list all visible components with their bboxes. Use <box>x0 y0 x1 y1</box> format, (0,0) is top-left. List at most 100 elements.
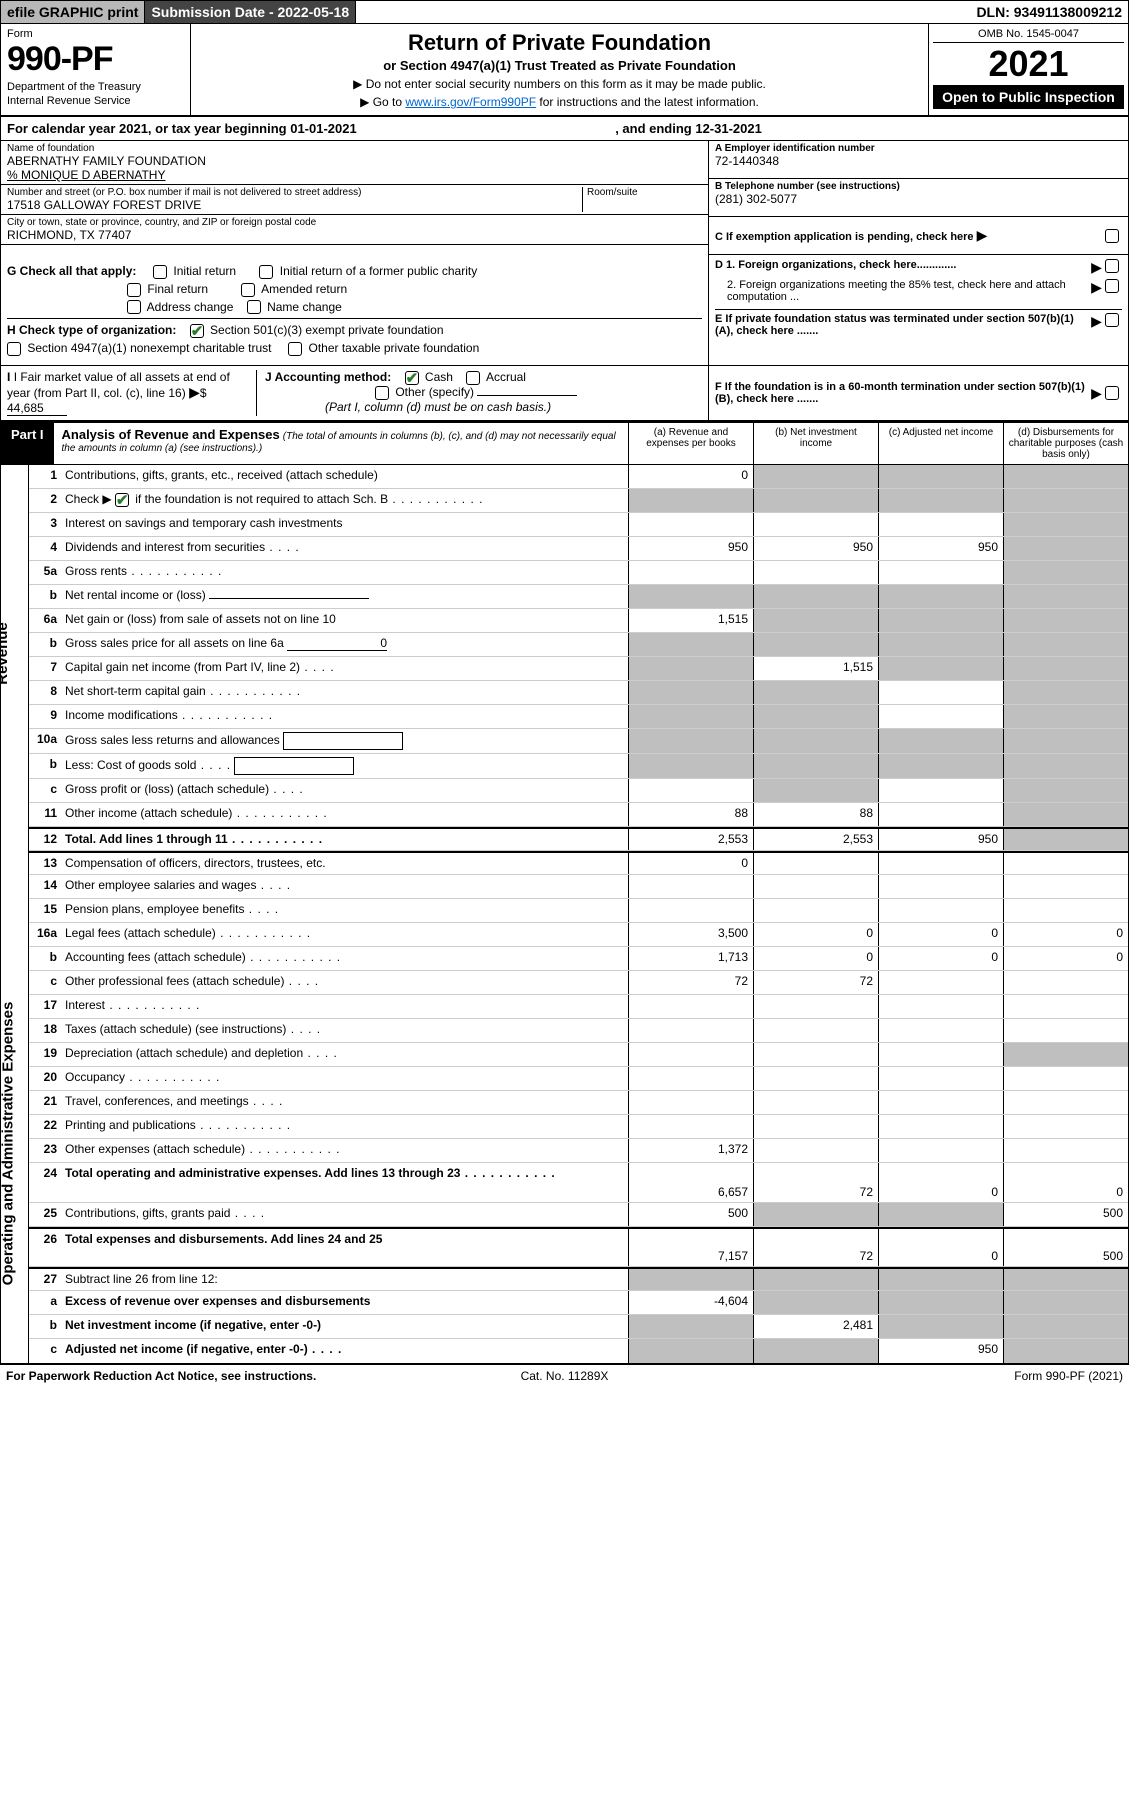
g-initial-checkbox[interactable] <box>153 265 167 279</box>
row-15: 15Pension plans, employee benefits <box>29 899 1128 923</box>
row-13: 13Compensation of officers, directors, t… <box>29 851 1128 875</box>
return-title: Return of Private Foundation <box>197 30 922 56</box>
row-desc: Check ▶ if the foundation is not require… <box>61 489 628 512</box>
address-label: Number and street (or P.O. box number if… <box>7 187 582 198</box>
return-subtitle: or Section 4947(a)(1) Trust Treated as P… <box>197 58 922 73</box>
col-a-header: (a) Revenue and expenses per books <box>628 423 753 464</box>
row-desc: Contributions, gifts, grants, etc., rece… <box>61 465 628 488</box>
part1-title: Analysis of Revenue and Expenses <box>62 427 280 442</box>
row-10a: 10aGross sales less returns and allowanc… <box>29 729 1128 754</box>
section-i-j-f: I I Fair market value of all assets at e… <box>0 366 1129 421</box>
j-accrual-checkbox[interactable] <box>466 371 480 385</box>
calendar-year-row: For calendar year 2021, or tax year begi… <box>0 117 1129 141</box>
omb-number: OMB No. 1545-0047 <box>933 28 1124 43</box>
form-number: 990-PF <box>7 40 184 79</box>
form-label: Form <box>7 28 184 40</box>
d1-checkbox[interactable] <box>1105 259 1119 273</box>
j-accrual-label: Accrual <box>486 370 526 384</box>
col-c-header: (c) Adjusted net income <box>878 423 1003 464</box>
goto-note: ▶ Go to www.irs.gov/Form990PF for instru… <box>197 95 922 109</box>
g-label: G Check all that apply: <box>7 264 136 278</box>
row-4: 4Dividends and interest from securities … <box>29 537 1128 561</box>
row-27c: cAdjusted net income (if negative, enter… <box>29 1339 1128 1363</box>
h-label: H Check type of organization: <box>7 323 176 337</box>
row-1: 1 Contributions, gifts, grants, etc., re… <box>29 465 1128 489</box>
row-26: 26Total expenses and disbursements. Add … <box>29 1227 1128 1267</box>
phone-label: B Telephone number (see instructions) <box>715 181 1122 192</box>
goto-suffix: for instructions and the latest informat… <box>536 95 759 109</box>
revenue-side-label: Revenue <box>0 622 11 685</box>
c-exemption-label: C If exemption application is pending, c… <box>715 227 1105 244</box>
cell-a: 0 <box>628 465 753 488</box>
col-d-header: (d) Disbursements for charitable purpose… <box>1003 423 1128 464</box>
open-to-public: Open to Public Inspection <box>933 85 1124 109</box>
row-18: 18Taxes (attach schedule) (see instructi… <box>29 1019 1128 1043</box>
year-end: , and ending 12-31-2021 <box>615 121 1122 136</box>
j-cash-checkbox[interactable] <box>405 371 419 385</box>
part1-header: Part I Analysis of Revenue and Expenses … <box>0 421 1129 465</box>
f-label: F If the foundation is in a 60-month ter… <box>715 381 1085 405</box>
row-27b: bNet investment income (if negative, ent… <box>29 1315 1128 1339</box>
efile-label: efile GRAPHIC print <box>1 1 145 23</box>
city-label: City or town, state or province, country… <box>7 217 702 228</box>
form-header: Form 990-PF Department of the Treasury I… <box>0 24 1129 117</box>
tax-year: 2021 <box>933 43 1124 85</box>
schb-checkbox[interactable] <box>115 493 129 507</box>
g-final-checkbox[interactable] <box>127 283 141 297</box>
ein-label: A Employer identification number <box>715 143 1122 154</box>
d1-label: D 1. Foreign organizations, check here..… <box>715 259 956 271</box>
g-address-label: Address change <box>147 300 234 314</box>
g-address-checkbox[interactable] <box>127 300 141 314</box>
i-value: 44,685 <box>7 401 67 416</box>
row-5b: bNet rental income or (loss) <box>29 585 1128 609</box>
ssn-warning: ▶ Do not enter social security numbers o… <box>197 77 922 91</box>
name-label: Name of foundation <box>7 143 702 154</box>
year-begin: For calendar year 2021, or tax year begi… <box>7 121 615 136</box>
row-16b: bAccounting fees (attach schedule) 1,713… <box>29 947 1128 971</box>
row-num: 1 <box>29 465 61 488</box>
row-11: 11Other income (attach schedule) 8888 <box>29 803 1128 827</box>
phone-value: (281) 302-5077 <box>715 192 1122 206</box>
row-10b: bLess: Cost of goods sold <box>29 754 1128 779</box>
page-footer: For Paperwork Reduction Act Notice, see … <box>0 1364 1129 1387</box>
row-5a: 5aGross rents <box>29 561 1128 585</box>
row-23: 23Other expenses (attach schedule) 1,372 <box>29 1139 1128 1163</box>
row-24: 24Total operating and administrative exp… <box>29 1163 1128 1203</box>
j-other-checkbox[interactable] <box>375 386 389 400</box>
d2-checkbox[interactable] <box>1105 279 1119 293</box>
h-4947-checkbox[interactable] <box>7 342 21 356</box>
part1-table: Revenue Operating and Administrative Exp… <box>0 465 1129 1364</box>
row-8: 8Net short-term capital gain <box>29 681 1128 705</box>
cell-d <box>1003 465 1128 488</box>
row-3: 3Interest on savings and temporary cash … <box>29 513 1128 537</box>
c-checkbox[interactable] <box>1105 229 1119 243</box>
part1-tab: Part I <box>1 423 54 464</box>
col-b-header: (b) Net investment income <box>753 423 878 464</box>
row-19: 19Depreciation (attach schedule) and dep… <box>29 1043 1128 1067</box>
row-27: 27Subtract line 26 from line 12: <box>29 1267 1128 1291</box>
h-501c3-checkbox[interactable] <box>190 324 204 338</box>
top-bar: efile GRAPHIC print Submission Date - 20… <box>0 0 1129 24</box>
form-footer: Form 990-PF (2021) <box>751 1369 1123 1383</box>
city-state-zip: RICHMOND, TX 77407 <box>7 228 702 242</box>
foundation-name: ABERNATHY FAMILY FOUNDATION <box>7 154 702 168</box>
h-4947-label: Section 4947(a)(1) nonexempt charitable … <box>27 341 271 355</box>
e-label: E If private foundation status was termi… <box>715 313 1074 337</box>
e-checkbox[interactable] <box>1105 313 1119 327</box>
submission-date: Submission Date - 2022-05-18 <box>145 1 356 23</box>
f-checkbox[interactable] <box>1105 386 1119 400</box>
row-25: 25Contributions, gifts, grants paid 5005… <box>29 1203 1128 1227</box>
g-amended-checkbox[interactable] <box>241 283 255 297</box>
h-501c3-label: Section 501(c)(3) exempt private foundat… <box>210 323 443 337</box>
g-initial-former-checkbox[interactable] <box>259 265 273 279</box>
form990pf-link[interactable]: www.irs.gov/Form990PF <box>405 95 536 109</box>
row-6b: bGross sales price for all assets on lin… <box>29 633 1128 657</box>
cell-b <box>753 465 878 488</box>
h-other-tax-checkbox[interactable] <box>288 342 302 356</box>
irs-label: Internal Revenue Service <box>7 95 184 107</box>
row-22: 22Printing and publications <box>29 1115 1128 1139</box>
row-14: 14Other employee salaries and wages <box>29 875 1128 899</box>
row-20: 20Occupancy <box>29 1067 1128 1091</box>
g-name-checkbox[interactable] <box>247 300 261 314</box>
careof-name: % MONIQUE D ABERNATHY <box>7 168 702 182</box>
